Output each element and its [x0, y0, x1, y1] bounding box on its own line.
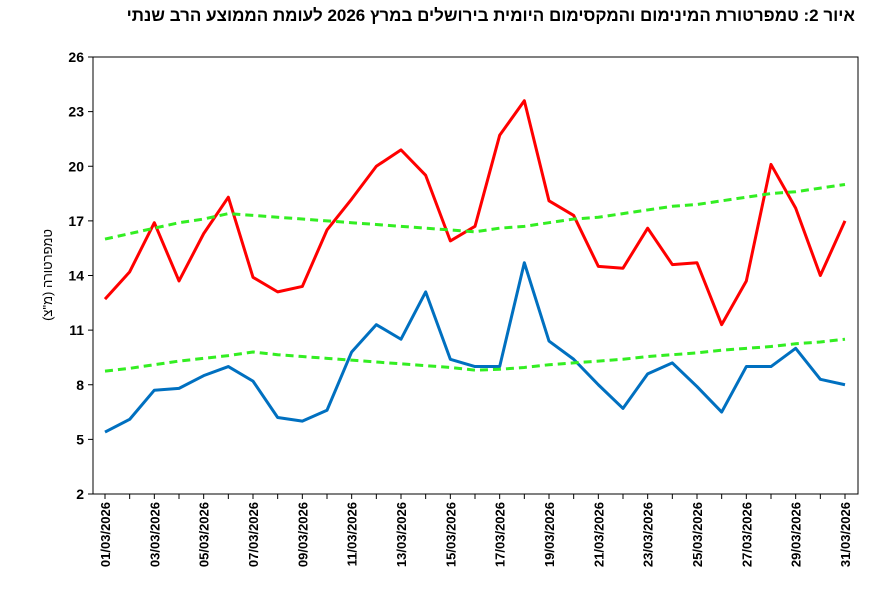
y-tick-label: 17: [68, 213, 84, 229]
series-line-2: [104, 182, 846, 241]
x-tick-label: 17/03/2026: [493, 502, 508, 567]
y-tick-label: 20: [68, 158, 84, 174]
x-tick-label: 31/03/2026: [838, 502, 853, 567]
x-tick-label: 19/03/2026: [542, 502, 557, 567]
x-tick-label: 05/03/2026: [197, 502, 212, 567]
x-tick-label: 13/03/2026: [394, 502, 409, 567]
chart-title: איור 2: טמפרטורת המינימום והמקסימום היומ…: [126, 6, 855, 25]
x-tick-label: 23/03/2026: [641, 502, 656, 567]
series-line-0: [103, 99, 847, 327]
x-tick-label: 15/03/2026: [443, 502, 458, 567]
x-tick-label: 25/03/2026: [690, 502, 705, 567]
series-line-3: [104, 337, 846, 373]
x-tick-label: 07/03/2026: [246, 502, 261, 567]
y-tick-label: 2: [76, 486, 84, 502]
x-tick-label: 29/03/2026: [789, 502, 804, 567]
y-axis-label: טמפרטורה (מ"צ): [40, 229, 55, 321]
plot-frame: [92, 56, 859, 495]
x-tick-label: 21/03/2026: [591, 502, 606, 567]
y-tick-label: 14: [68, 268, 84, 284]
y-tick-label: 8: [76, 377, 84, 393]
x-tick-label: 03/03/2026: [147, 502, 162, 567]
x-tick-label: 27/03/2026: [739, 502, 754, 567]
x-tick-label: 11/03/2026: [345, 502, 360, 566]
y-tick-label: 26: [68, 49, 84, 65]
y-tick-label: 23: [68, 104, 84, 120]
x-tick-label: 09/03/2026: [295, 502, 310, 567]
y-tick-label: 5: [76, 431, 84, 447]
y-tick-label: 11: [69, 322, 84, 338]
series-line-1: [104, 261, 846, 434]
x-tick-label: 01/03/2026: [98, 502, 113, 567]
